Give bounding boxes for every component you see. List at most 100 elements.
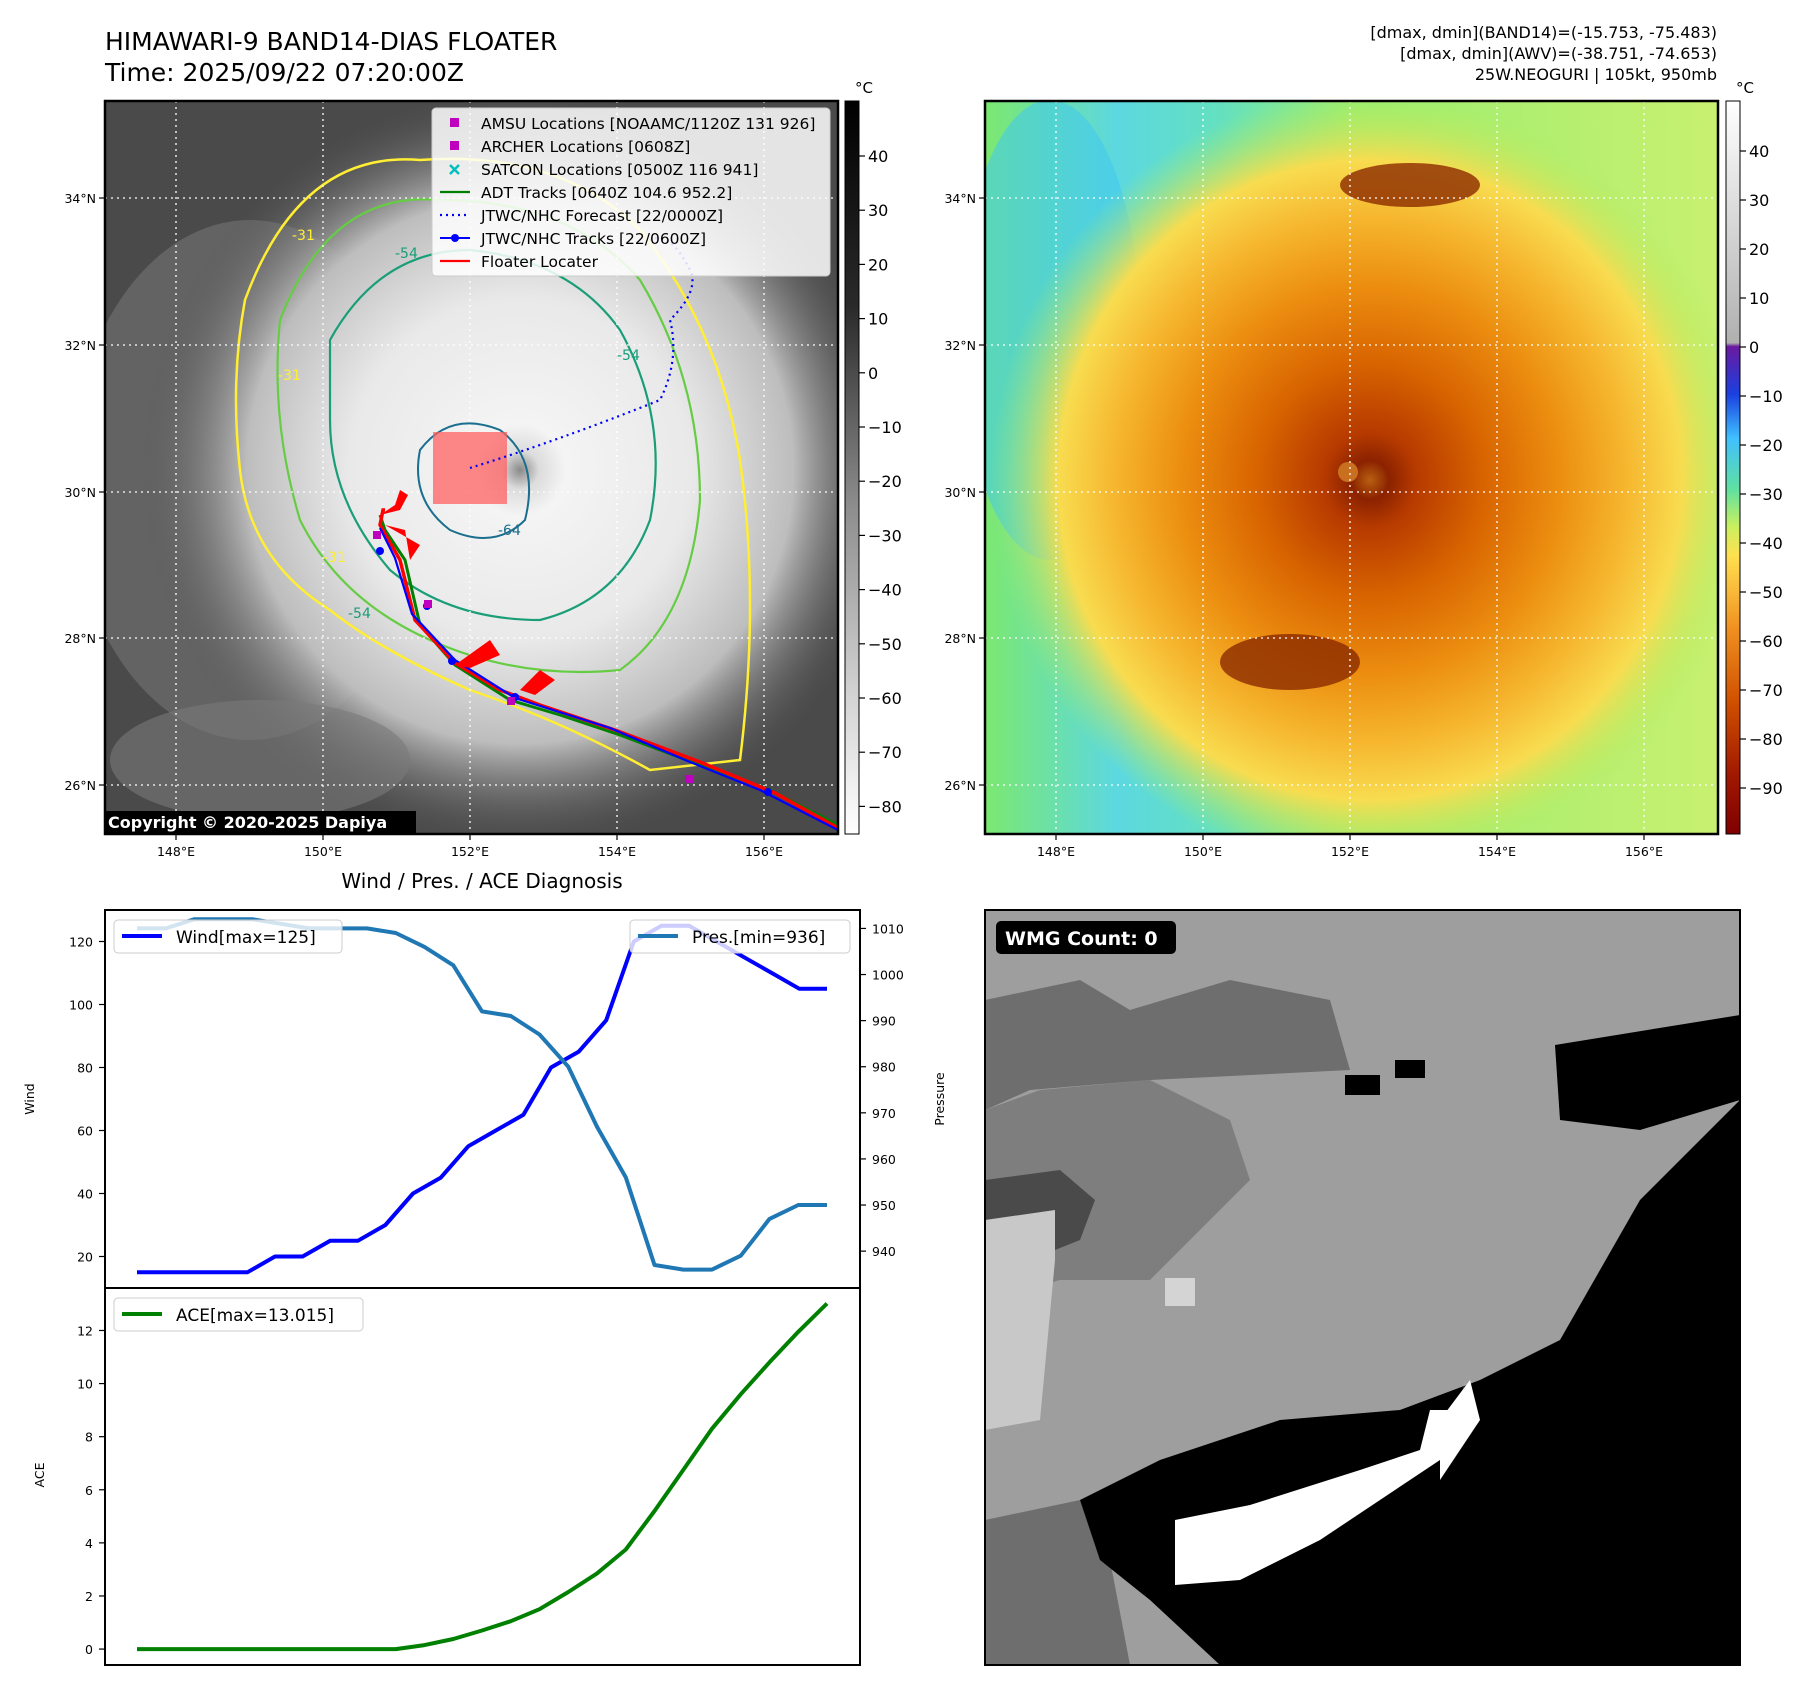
legend-label: AMSU Locations [NOAAMC/1120Z 131 926] xyxy=(481,115,815,133)
rgb-storm-cloud xyxy=(990,101,1718,834)
ir-colorbar: °C 40 30 20 10 0 −10 −20 −30 −40 −50 −60 −70 −80 xyxy=(844,79,902,835)
legend-marker xyxy=(450,141,459,150)
ace-tick-label: 10 xyxy=(77,1377,93,1392)
ir-colorbar-tick: 40 xyxy=(868,147,888,166)
svg-text:-64: -64 xyxy=(498,523,521,539)
ace-series-line xyxy=(137,1302,829,1652)
rgb-colorbar-tick: −60 xyxy=(1749,632,1783,651)
pressure-series-line xyxy=(137,917,827,1272)
rgb-colorbar: °C 40 30 20 10 0 −10 −20 −30 −40 −50 −60 −70 −80 −90 xyxy=(1725,79,1783,835)
lon-tick-label: 156°E xyxy=(745,844,783,859)
legend-label: JTWC/NHC Forecast [22/0000Z] xyxy=(480,207,723,225)
ir-colorbar-tick: −60 xyxy=(868,689,902,708)
rgb-frame xyxy=(983,99,1720,836)
ace-legend-label: ACE[max=13.015] xyxy=(176,1306,334,1326)
ir-colorbar-tick: −10 xyxy=(868,418,902,437)
lon-tick-label: 150°E xyxy=(304,844,342,859)
wmg-white-core xyxy=(1175,1380,1465,1585)
copyright-bg xyxy=(105,811,416,834)
legend-label: ARCHER Locations [0608Z] xyxy=(481,138,690,156)
ir-colorbar-tick: 30 xyxy=(868,201,888,220)
wind-legend-label: Wind[max=125] xyxy=(176,928,316,948)
ir-colorbar-tick: −50 xyxy=(868,635,902,654)
pressure-tick-label: 1010 xyxy=(872,921,904,936)
legend-label: ADT Tracks [0640Z 104.6 952.2] xyxy=(481,184,732,202)
pressure-legend: Pres.[min=936] xyxy=(629,919,851,954)
rgb-colorbar-tick: 10 xyxy=(1749,289,1769,308)
ace-ylabel: ACE xyxy=(32,1462,47,1487)
rgb-colorbar-tick: −30 xyxy=(1749,485,1783,504)
rgb-colorbar-tick: −50 xyxy=(1749,583,1783,602)
contour-inner xyxy=(417,422,531,539)
rgb-colorbar-tick: 30 xyxy=(1749,191,1769,210)
svg-text:-54: -54 xyxy=(348,606,371,622)
wmg-black-block-1 xyxy=(1345,1075,1380,1095)
legend-label: Floater Locater xyxy=(481,253,599,271)
rgb-cold-top-south xyxy=(1220,634,1360,690)
wmg-band-mid xyxy=(985,980,1350,1110)
wind-axes xyxy=(104,909,861,1289)
legend-marker xyxy=(449,164,460,175)
rgb-colorbar-tick: −10 xyxy=(1749,387,1783,406)
ir-cloud-south xyxy=(110,700,410,820)
wind-ylabel: Wind xyxy=(22,1083,37,1114)
svg-text:-31: -31 xyxy=(323,550,346,566)
lat-tick-label: 26°N xyxy=(64,778,96,793)
rgb-colorbar-tick: 0 xyxy=(1749,338,1759,357)
wmg-panel: WMG Count: 0 xyxy=(984,909,1741,1666)
lat-tick-label: 28°N xyxy=(64,631,96,646)
rgb-map-panel: 148°E 150°E 152°E 154°E 156°E 34°N 32°N 30°N 28… xyxy=(944,99,1720,859)
rgb-colorbar-tick: −20 xyxy=(1749,436,1783,455)
copyright-text: Copyright © 2020-2025 Dapiya xyxy=(108,813,387,832)
rgb-cold-top-north xyxy=(1340,163,1480,207)
contour-labels: -31 -54 -64 -54 -31 -31 -54 xyxy=(278,228,640,622)
diagnosis-title: Wind / Pres. / ACE Diagnosis xyxy=(341,869,622,893)
pressure-tick-label: 980 xyxy=(872,1060,896,1075)
rgb-eye xyxy=(1338,462,1358,482)
legend-label: SATCON Locations [0500Z 116 941] xyxy=(481,161,758,179)
pressure-ylabel: Pressure xyxy=(932,1072,947,1126)
wind-tick-label: 40 xyxy=(77,1187,93,1202)
ace-tick-label: 8 xyxy=(85,1430,93,1445)
ir-colorbar-tick: −40 xyxy=(868,581,902,600)
svg-text:-31: -31 xyxy=(292,228,315,244)
ir-map-panel: Copyright © 2020-2025 Dapiya -31 -54 -64… xyxy=(64,99,840,859)
floater-wind-barbs xyxy=(380,490,555,695)
wind-tick-label: 120 xyxy=(69,935,93,950)
ace-tick-label: 6 xyxy=(85,1483,93,1498)
figure-time: Time: 2025/09/22 07:20:00Z xyxy=(104,58,464,87)
info-band14-range: [dmax, dmin](BAND14)=(-15.753, -75.483) xyxy=(1370,23,1717,42)
wind-tick-label: 60 xyxy=(77,1124,93,1139)
legend-marker xyxy=(450,118,459,127)
wmg-black-block-2 xyxy=(1395,1060,1425,1078)
ir-colorbar-tick: −70 xyxy=(868,743,902,762)
lon-tick-label: 148°E xyxy=(1037,844,1075,859)
wind-tick-label: 20 xyxy=(77,1250,93,1265)
rgb-colorbar-tick: 20 xyxy=(1749,240,1769,259)
rgb-colorbar-tick: −70 xyxy=(1749,681,1783,700)
lon-tick-label: 154°E xyxy=(1478,844,1516,859)
lat-tick-label: 32°N xyxy=(64,338,96,353)
rgb-colorbar-unit: °C xyxy=(1736,79,1754,97)
wind-legend: Wind[max=125] xyxy=(113,919,343,954)
lat-tick-label: 32°N xyxy=(944,338,976,353)
rgb-colorbar-tick: 40 xyxy=(1749,142,1769,161)
ir-colorbar-tick: −80 xyxy=(868,797,902,816)
floater-track xyxy=(378,508,838,830)
ir-colorbar-tick: 0 xyxy=(868,364,878,383)
pressure-tick-label: 990 xyxy=(872,1014,896,1029)
svg-text:-54: -54 xyxy=(617,348,640,364)
ir-colorbar-tick: −30 xyxy=(868,526,902,545)
ace-tick-label: 12 xyxy=(77,1323,93,1338)
wind-tick-label: 80 xyxy=(77,1061,93,1076)
lon-tick-label: 150°E xyxy=(1184,844,1222,859)
ace-legend: ACE[max=13.015] xyxy=(113,1297,364,1332)
ace-tick-label: 4 xyxy=(85,1536,93,1551)
wmg-light-patch xyxy=(985,1210,1055,1430)
ace-chart: 12 10 8 6 4 2 0 ACE ACE[max=13.015] xyxy=(32,1287,861,1666)
pressure-tick-label: 1000 xyxy=(872,968,904,983)
map-legend: AMSU Locations [NOAAMC/1120Z 131 926] ARC… xyxy=(431,107,831,277)
rgb-gridlines xyxy=(985,101,1718,834)
lat-tick-label: 34°N xyxy=(944,191,976,206)
